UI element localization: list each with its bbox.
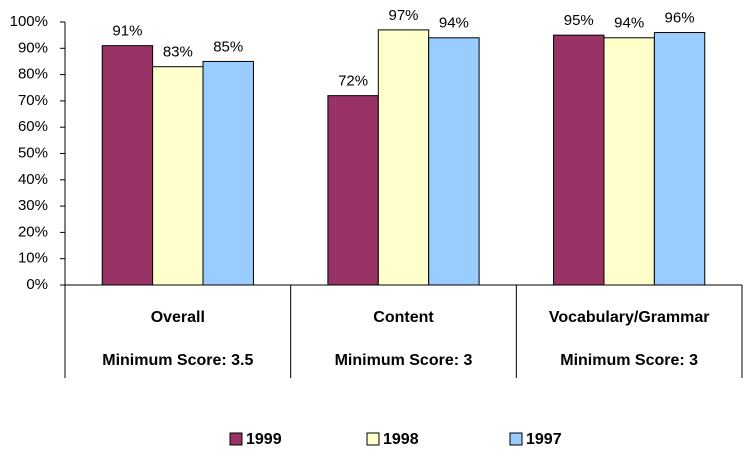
y-tick-label: 80% [18, 66, 48, 83]
category-note: Minimum Score: 3 [560, 352, 698, 369]
data-label: 94% [614, 15, 644, 32]
legend-label: 1997 [526, 431, 562, 448]
data-label: 83% [163, 44, 193, 61]
legend-label: 1999 [246, 431, 282, 448]
data-label: 96% [665, 9, 695, 26]
x-tick-label: Content [373, 309, 434, 326]
bar [202, 60, 254, 286]
category-note: Minimum Score: 3.5 [102, 352, 253, 369]
legend-swatch [509, 432, 523, 446]
y-tick-label: 20% [18, 223, 48, 240]
bar [327, 95, 379, 286]
y-tick-label: 0% [26, 276, 48, 293]
x-tick-label: Overall [151, 309, 205, 326]
bar [428, 37, 480, 286]
data-label: 94% [439, 15, 469, 32]
x-tick-label: Vocabulary/Grammar [549, 309, 710, 326]
y-tick-label: 50% [18, 144, 48, 161]
bar [603, 37, 655, 286]
data-label: 72% [338, 73, 368, 90]
bar [152, 66, 204, 286]
legend-swatch [229, 432, 243, 446]
y-tick-label: 90% [18, 39, 48, 56]
bar [101, 45, 154, 286]
bar [653, 32, 706, 286]
y-tick-label: 40% [18, 171, 48, 188]
bar [377, 29, 430, 286]
bar [553, 34, 605, 286]
y-tick-label: 100% [10, 13, 48, 30]
y-tick-label: 10% [18, 250, 48, 267]
data-label: 97% [388, 7, 418, 24]
data-label: 95% [564, 12, 594, 29]
data-label: 91% [112, 23, 142, 40]
legend-label: 1998 [383, 431, 419, 448]
y-tick-label: 30% [18, 197, 48, 214]
y-tick-label: 60% [18, 118, 48, 135]
y-tick-label: 70% [18, 92, 48, 109]
legend-swatch [366, 432, 380, 446]
category-note: Minimum Score: 3 [335, 352, 473, 369]
data-label: 85% [213, 38, 243, 55]
